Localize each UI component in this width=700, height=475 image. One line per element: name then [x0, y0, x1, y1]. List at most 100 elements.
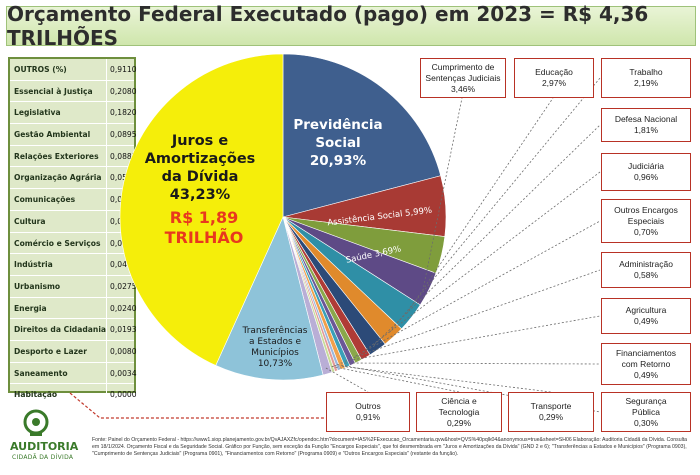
pie-label-previdencia: Social — [315, 135, 360, 151]
leader-line — [423, 97, 463, 287]
callout-administracao: Administração 0,58% — [601, 252, 691, 288]
table-row-label: Habitação — [14, 390, 58, 400]
callout-cumprimento-label: Cumprimento de Sentenças Judiciais — [425, 61, 501, 83]
table-row-label: Relações Exteriores — [14, 151, 99, 161]
callout-administracao-value: 0,58% — [633, 270, 659, 280]
callout-educacao-label: Educação — [535, 67, 573, 77]
leader-line — [349, 269, 601, 360]
table-row-label: Urbanismo — [14, 281, 61, 291]
callout-outros-label: Outros — [355, 401, 381, 411]
table-row: Indústria 0,0446 — [10, 254, 137, 276]
callout-ciencia: Ciência e Tecnologia 0,29% — [416, 392, 502, 432]
table-row: Desporto e Lazer 0,0080 — [10, 340, 137, 363]
table-row: OUTROS (%) 0,9110 — [10, 59, 137, 81]
callout-ciencia-value: 0,29% — [446, 417, 472, 428]
table-row-value: 0,0887 — [110, 151, 137, 161]
callout-judiciaria: Judiciária 0,96% — [601, 153, 691, 191]
leader-line — [337, 364, 601, 413]
table-row-label: Saneamento — [14, 368, 68, 378]
logo-subtitle: CIDADÃ DA DÍVIDA — [12, 454, 74, 461]
table-row-label: OUTROS (%) — [14, 65, 67, 74]
table-row-label: Legislativa — [14, 108, 61, 118]
pie-slice-transferencias-a-estados-e-municipios — [215, 216, 324, 381]
pie-label-transferencias: a Estados e — [249, 337, 302, 347]
leader-line — [340, 362, 601, 365]
callout-transporte: Transporte 0,29% — [508, 392, 594, 432]
callout-cumprimento: Cumprimento de Sentenças Judiciais 3,46% — [420, 58, 506, 98]
callout-educacao-value: 2,97% — [541, 78, 567, 88]
callout-financiamentos-value: 0,49% — [633, 369, 659, 380]
table-row-value: 0,0034 — [110, 368, 137, 378]
logo-name: AUDITORIA — [10, 440, 79, 453]
table-row-value: 0,0193 — [110, 325, 137, 335]
callout-outros: Outros 0,91% — [326, 392, 410, 432]
callout-agricultura-label: Agricultura — [625, 305, 667, 315]
callout-cumprimento-value: 3,46% — [450, 83, 476, 94]
pie-label-juros-amount: TRILHÃO — [165, 228, 244, 247]
table-row-value: 0,2080 — [110, 86, 137, 96]
table-row-label: Desporto e Lazer — [14, 346, 87, 356]
leader-line — [334, 365, 552, 393]
callout-seguranca-label: Segurança Pública — [625, 395, 667, 417]
pie-label-juros: Juros e — [171, 133, 229, 149]
callout-outros-value: 0,91% — [355, 412, 381, 422]
callout-trabalho: Trabalho 2,19% — [601, 58, 691, 98]
leader-line — [355, 220, 601, 357]
pie-label-juros: Amortizações — [145, 151, 256, 167]
table-row-label: Direitos da Cidadania — [14, 325, 107, 335]
table-row-label: Gestão Ambiental — [14, 130, 91, 140]
table-row: Essencial à Justiça 0,2080 — [10, 80, 137, 103]
callout-encargos-value: 0,70% — [633, 226, 659, 237]
leader-line — [362, 171, 601, 353]
table-row-value: 0,9110 — [110, 65, 137, 74]
callout-financiamentos-label: Financiamentos com Retorno — [615, 347, 676, 369]
table-row: Habitação 0,0000 — [10, 384, 137, 405]
callout-financiamentos: Financiamentos com Retorno 0,49% — [601, 343, 691, 385]
callout-agricultura-value: 0,49% — [633, 316, 659, 326]
pie-slice-previdencia-social — [282, 53, 442, 218]
table-row-value: 0,0080 — [110, 346, 137, 356]
callout-agricultura: Agricultura 0,49% — [601, 298, 691, 334]
callout-educacao: Educação 2,97% — [514, 58, 594, 98]
pie-label-juros: da Dívida — [162, 169, 239, 185]
leader-line — [406, 97, 554, 314]
callout-judiciaria-value: 0,96% — [633, 172, 659, 182]
table-row-label: Indústria — [14, 260, 53, 270]
callout-seguranca: Segurança Pública 0,30% — [601, 392, 691, 432]
callout-seguranca-value: 0,30% — [633, 417, 659, 428]
table-row: Direitos da Cidadania 0,0193 — [10, 319, 137, 341]
callout-ciencia-label: Ciência e Tecnologia — [438, 395, 480, 417]
callout-transporte-value: 0,29% — [538, 412, 564, 422]
callout-trabalho-label: Trabalho — [629, 67, 663, 77]
table-row-label: Essencial à Justiça — [14, 86, 93, 96]
callout-defesa-value: 1,81% — [633, 125, 659, 135]
table-row-label: Comércio e Serviços — [14, 238, 101, 248]
table-row-label: Comunicações — [14, 195, 76, 205]
pie-label-previdencia: 20,93% — [310, 153, 367, 169]
leader-line — [345, 315, 601, 362]
leader-line — [389, 77, 601, 333]
pie-label-transferencias: Municípios — [251, 348, 299, 358]
pie-label-previdencia: Previdência — [293, 117, 382, 133]
callout-transporte-label: Transporte — [530, 401, 572, 411]
table-row: Legislativa 0,1820 — [10, 102, 137, 125]
pie-label-juros-amount: R$ 1,89 — [170, 208, 239, 227]
table-row-label: Organização Agrária — [14, 173, 102, 183]
table-row: Organização Agrária 0,0596 — [10, 167, 137, 190]
callout-encargos: Outros Encargos Especiais 0,70% — [601, 199, 691, 243]
table-row-value: 0,0000 — [110, 390, 137, 400]
callout-defesa: Defesa Nacional 1,81% — [601, 108, 691, 142]
source-note: Fonte: Painel do Orçamento Federal - htt… — [92, 437, 688, 457]
table-row-value: 0,0275 — [110, 281, 137, 291]
callout-defesa-label: Defesa Nacional — [614, 114, 678, 124]
leader-line — [373, 124, 601, 346]
table-row-value: 0,0596 — [110, 173, 137, 183]
callout-administracao-label: Administração — [619, 259, 673, 269]
outros-link-arrow — [69, 392, 326, 419]
callout-judiciaria-label: Judiciária — [628, 161, 664, 171]
pie-slice-juros-e-amortizacoes-da-divida — [119, 53, 284, 366]
table-row-label: Cultura — [14, 216, 46, 226]
leader-line — [325, 367, 369, 393]
table-row-value: 0,0240 — [110, 303, 137, 313]
